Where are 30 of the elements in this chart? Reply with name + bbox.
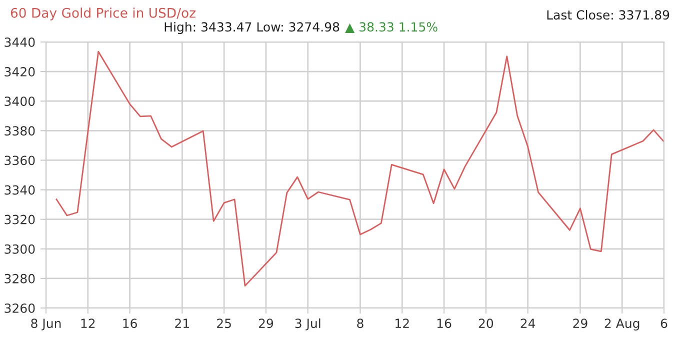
text: Last Close: 3371.89 [547, 10, 670, 20]
x-tick-label: 6 [660, 318, 668, 328]
x-tick-label: 12 [81, 318, 95, 328]
x-tick-label: 24 [520, 318, 536, 328]
y-tick-label: 3400 [4, 96, 35, 106]
chart-title: 60 Day Gold Price in USD/oz [10, 8, 196, 20]
y-tick-label: 3260 [4, 303, 35, 313]
y-tick-label: 3360 [4, 156, 35, 166]
x-tick-label: 8 Jun [31, 318, 61, 330]
y-tick-label: 3320 [4, 214, 35, 224]
y-tick-label: 3280 [4, 274, 35, 284]
x-tick-label: 29 [258, 318, 274, 328]
x-tick-label: 29 [573, 318, 588, 328]
line-series [56, 50, 664, 287]
text: ▲ 38.33 1.15% [345, 22, 438, 33]
y-tick-label: 3340 [4, 185, 35, 195]
x-tick-label: 3 Jul [295, 318, 320, 330]
x-tick-label: 2 Aug [604, 318, 640, 331]
x-tick-label: 21 [175, 318, 189, 328]
x-tick-label: 16 [437, 318, 452, 328]
y-tick-label: 3420 [4, 67, 35, 76]
x-tick-label: 12 [396, 318, 409, 328]
y-tick-label: 3300 [4, 244, 35, 254]
x-tick-label: 20 [478, 318, 494, 328]
y-tick-label: 3380 [4, 126, 35, 136]
x-tick-label: 16 [123, 318, 137, 328]
chart-subtitle: High: 3433.47 Low: 3274.98 [164, 22, 340, 34]
x-tick-label: 25 [217, 318, 231, 328]
y-tick-label: 3440 [4, 37, 35, 47]
x-tick-label: 8 [357, 318, 364, 328]
